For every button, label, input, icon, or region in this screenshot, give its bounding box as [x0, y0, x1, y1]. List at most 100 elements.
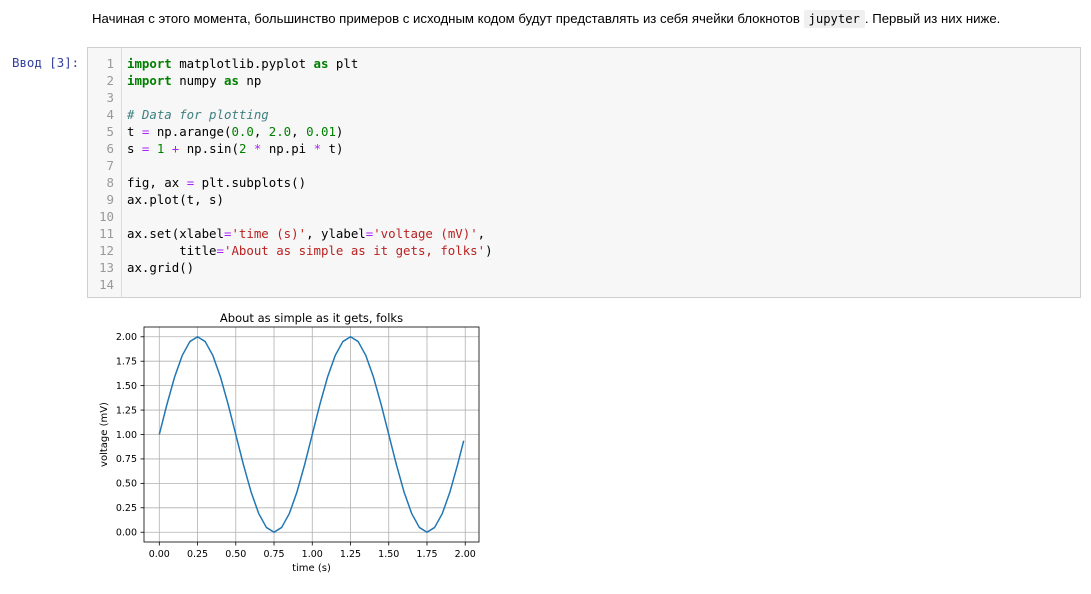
x-tick-label: 1.75 — [416, 549, 437, 560]
line-number: 11 — [99, 226, 114, 241]
code-line: # Data for plotting — [127, 106, 269, 123]
line-chart: 0.00 0.25 0.50 0.75 1.00 1.25 1.50 1.75 2.00 0.00… — [99, 311, 480, 574]
code-line: t = np.arange(0.0, 2.0, 0.01) — [127, 123, 343, 140]
code-token: * — [253, 141, 262, 156]
series-line — [158, 336, 465, 533]
y-tick-label: 0.25 — [116, 503, 137, 514]
code-line: ax.grid() — [127, 259, 194, 276]
code-token: 'About as simple as it gets, folks' — [224, 243, 486, 258]
x-tick-label: 0.75 — [263, 549, 284, 560]
code-token: ax.grid() — [127, 260, 195, 275]
line-number: 12 — [99, 243, 114, 258]
intro-text-before: Начиная с этого момента, большинство при… — [92, 11, 800, 26]
code-token: 'time (s)' — [231, 226, 307, 241]
code-line: import numpy as np — [127, 72, 261, 89]
code-line: import matplotlib.pyplot as plt — [127, 55, 358, 72]
code-token: plt — [328, 56, 359, 71]
intro-text-after: . Первый из них ниже. — [864, 11, 1001, 26]
y-tick-label: 0.75 — [116, 454, 137, 465]
line-number: 6 — [106, 141, 114, 156]
cell-output: 0.00 0.25 0.50 0.75 1.00 1.25 1.50 1.75 2.00 0.00… — [90, 304, 490, 589]
code-token: 0.0 — [231, 124, 254, 139]
code-token: = — [216, 243, 224, 258]
code-token — [149, 141, 156, 156]
plot-frame — [143, 326, 480, 543]
code-token: np — [238, 73, 262, 88]
code-token: + — [171, 141, 180, 156]
code-token: plt.subplots() — [194, 175, 307, 190]
code-token: 'voltage (mV)' — [373, 226, 478, 241]
code-token: , — [291, 124, 307, 139]
code-token: t) — [321, 141, 344, 156]
code-line: ax.set(xlabel='time (s)', ylabel='voltag… — [127, 225, 485, 242]
line-number: 3 — [106, 90, 114, 105]
x-tick-label: 0.50 — [225, 549, 246, 560]
code-token — [164, 141, 171, 156]
code-token: ) — [485, 243, 493, 258]
x-tick-label: 1.25 — [340, 549, 361, 560]
code-line: ax.plot(t, s) — [127, 191, 224, 208]
code-line: fig, ax = plt.subplots() — [127, 174, 306, 191]
line-number: 10 — [99, 209, 114, 224]
chart-title: About as simple as it gets, folks — [220, 311, 403, 325]
code-token: matplotlib.pyplot — [171, 56, 314, 71]
code-cell-editor[interactable]: 1 2 3 4 5 6 7 8 9 10 11 12 13 14 import matplotlib.py… — [87, 47, 1081, 298]
code-token: 1 — [156, 141, 165, 156]
y-tick-label: 1.00 — [116, 430, 137, 441]
cell-prompt: Ввод [3]: — [12, 55, 80, 70]
x-tick-label: 0.25 — [187, 549, 208, 560]
x-tick-label: 2.00 — [455, 549, 476, 560]
y-tick-label: 1.25 — [116, 405, 137, 416]
code-token: = — [365, 226, 374, 241]
code-token: numpy — [171, 73, 224, 88]
code-token: , — [253, 124, 269, 139]
code-line: s = 1 + np.sin(2 * np.pi * t) — [127, 140, 343, 157]
code-line: title='About as simple as it gets, folks… — [127, 242, 493, 259]
code-token: ax.plot(t, s) — [127, 192, 224, 207]
y-axis-label: voltage (mV) — [99, 402, 110, 467]
code-token: 2 — [238, 141, 247, 156]
code-token: import — [127, 56, 172, 71]
code-token: = — [141, 124, 150, 139]
code-token: t — [127, 124, 142, 139]
y-tick-label: 2.00 — [116, 332, 137, 343]
x-axis-label: time (s) — [292, 563, 331, 574]
code-token: as — [223, 73, 239, 88]
y-tick-label: 1.50 — [116, 381, 137, 392]
intro-text: Начиная с этого момента, большинство при… — [92, 8, 1082, 30]
code-token: np.pi — [261, 141, 314, 156]
x-tick-label: 0.00 — [149, 549, 170, 560]
code-token: np.sin( — [179, 141, 239, 156]
line-number: 14 — [99, 277, 114, 292]
code-token: = — [186, 175, 195, 190]
x-tick-label: 1.00 — [302, 549, 323, 560]
code-token: * — [313, 141, 322, 156]
code-token: s — [127, 141, 142, 156]
line-number: 1 — [106, 56, 114, 71]
line-number-gutter: 1 2 3 4 5 6 7 8 9 10 11 12 13 14 — [88, 48, 122, 297]
line-number: 2 — [106, 73, 114, 88]
line-number: 5 — [106, 124, 114, 139]
code-token: 0.01 — [306, 124, 336, 139]
code-token: 2.0 — [268, 124, 292, 139]
code-token: fig, ax — [127, 175, 187, 190]
code-token: , — [477, 226, 486, 241]
line-number: 7 — [106, 158, 114, 173]
code-token: import — [127, 73, 172, 88]
code-token: np.arange( — [149, 124, 232, 139]
code-token: as — [313, 56, 329, 71]
code-token: ax.set(xlabel — [127, 226, 224, 241]
line-number: 8 — [106, 175, 114, 190]
y-tick-label: 0.50 — [116, 479, 137, 490]
y-tick-label: 1.75 — [116, 357, 137, 368]
x-tick-label: 1.50 — [378, 549, 399, 560]
code-token — [246, 141, 253, 156]
code-token: = — [141, 141, 150, 156]
line-number: 13 — [99, 260, 114, 275]
code-token: , ylabel — [306, 226, 366, 241]
y-tick-label: 0.00 — [116, 528, 137, 539]
code-token: = — [223, 226, 232, 241]
code-token: title — [127, 243, 217, 258]
code-token: ) — [335, 124, 344, 139]
line-number: 9 — [106, 192, 114, 207]
